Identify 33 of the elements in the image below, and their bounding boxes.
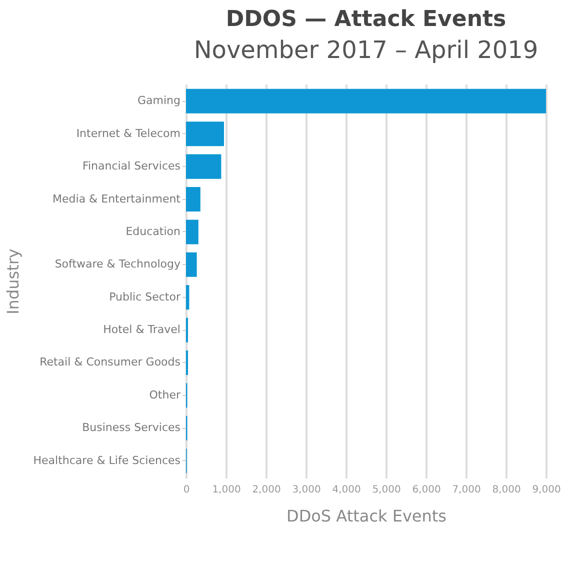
y-tick-label: Hotel & Travel: [103, 323, 180, 336]
y-tick-label: Internet & Telecom: [76, 126, 180, 140]
bar: [186, 122, 224, 146]
y-tick-label: Healthcare & Life Sciences: [33, 454, 181, 467]
bar: [186, 220, 198, 244]
y-axis-title: Industry: [3, 248, 22, 314]
x-tick-label: 5,000: [372, 484, 401, 496]
x-tick-label: 4,000: [332, 484, 361, 496]
x-tick-label: 6,000: [412, 484, 441, 496]
bar: [186, 154, 222, 179]
x-tick-label: 7,000: [452, 484, 481, 496]
x-tick-label: 2,000: [252, 484, 281, 496]
bar: [186, 285, 190, 310]
x-tick-label: 1,000: [212, 484, 241, 496]
y-tick-label: Business Services: [82, 421, 181, 434]
y-tick-label: Retail & Consumer Goods: [40, 356, 181, 369]
y-tick-label: Education: [126, 224, 181, 238]
x-tick-label: 3,000: [292, 484, 321, 496]
y-tick-label: Software & Technology: [54, 258, 181, 271]
y-tick-label: Gaming: [138, 94, 180, 108]
x-tick-label: 0: [183, 484, 190, 496]
bar: [186, 186, 200, 212]
x-axis-title: DDoS Attack Events: [286, 506, 447, 526]
chart-subtitle: November 2017 – April 2019: [194, 36, 538, 64]
y-tick-label: Other: [149, 388, 181, 402]
y-tick-label: Financial Services: [82, 160, 181, 173]
x-tick-label: 9,000: [532, 484, 561, 496]
bar: [186, 252, 197, 277]
chart-title: DDOS — Attack Events: [226, 7, 506, 32]
y-tick-label: Media & Entertainment: [52, 192, 182, 206]
bar: [186, 88, 546, 114]
x-tick-label: 8,000: [492, 484, 521, 496]
y-tick-label: Public Sector: [109, 290, 181, 304]
